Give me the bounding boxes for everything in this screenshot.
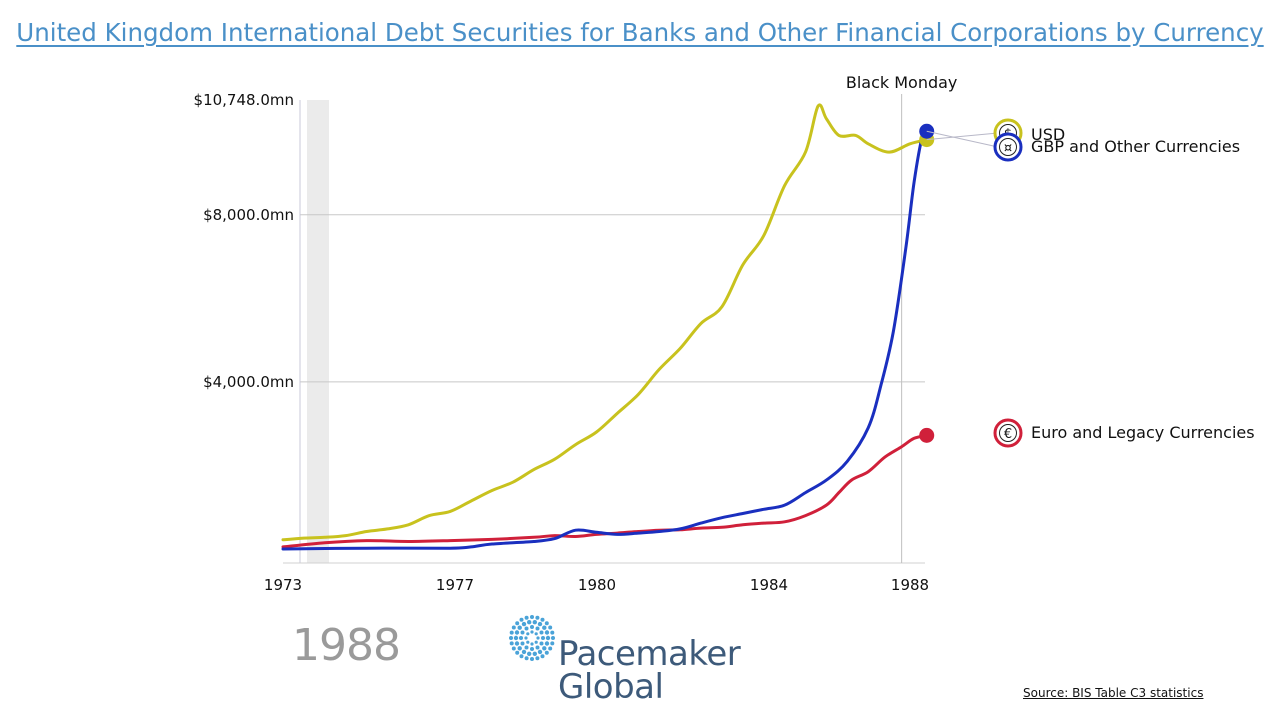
current-year-label: 1988 [292, 620, 401, 671]
logo-dot [509, 636, 513, 640]
logo-dot [535, 656, 540, 661]
currency-icon [993, 132, 1023, 162]
logo-dot [535, 615, 540, 620]
y-tick-label: $10,748.0mn [194, 91, 294, 109]
logo-dot [548, 625, 553, 630]
logo-text: Pacemaker Global [558, 634, 741, 707]
logo-dot [540, 654, 545, 659]
pacemaker-global-logo: Pacemaker Global [506, 610, 766, 710]
logo-dot [544, 621, 549, 626]
euro-icon [993, 418, 1023, 448]
y-tick-label: $8,000.0mn [203, 206, 294, 224]
logo-dot [530, 647, 534, 651]
logo-dot [526, 640, 530, 644]
x-tick-label: 1988 [891, 576, 929, 594]
legend-label-usd: USD [1031, 125, 1065, 144]
logo-dot [530, 657, 534, 661]
logo-dot [544, 650, 549, 655]
y-tick-label: $4,000.0mn [203, 373, 294, 391]
logo-icon [509, 615, 555, 661]
logo-dot [539, 641, 544, 646]
logo-dot [530, 642, 534, 646]
logo-dot [520, 630, 525, 635]
logo-dot [550, 630, 555, 635]
logo-dot [548, 646, 553, 651]
series-line-gbp-and-other-currencies [281, 128, 929, 551]
logo-text-line1: Pacemaker [558, 634, 741, 674]
series-line-usd [281, 103, 929, 542]
x-tick-label: 1984 [750, 576, 788, 594]
logo-dot [514, 630, 520, 635]
euro-icon-inner [999, 424, 1017, 442]
logo-dot [526, 632, 530, 636]
logo-dot [520, 641, 525, 646]
logo-dot [513, 635, 519, 641]
logo-dot [535, 645, 540, 650]
logo-dot [540, 617, 545, 622]
logo-dot [511, 625, 516, 630]
logo-dot [530, 615, 534, 619]
logo-dot [517, 646, 522, 651]
logo-dot [515, 621, 520, 626]
euro-icon-glyph: € [1004, 427, 1012, 442]
logo-dot [509, 641, 514, 646]
logo-dot [517, 625, 522, 630]
logo-text-line2: Global [558, 667, 664, 707]
legend-label-gbp-and-other-currencies: GBP and Other Currencies [1031, 137, 1240, 156]
end-dot-euro-and-legacy-currencies [919, 427, 935, 443]
logo-dot [542, 625, 547, 630]
logo-dot [519, 636, 523, 640]
logo-dot [521, 621, 527, 627]
logo-dot [515, 650, 520, 655]
logo-dot [524, 626, 529, 631]
annotation-label: Black Monday [846, 73, 958, 92]
legend-label-euro-and-legacy-currencies: Euro and Legacy Currencies [1031, 423, 1255, 442]
logo-dot [530, 625, 534, 629]
logo-dot [524, 636, 528, 640]
logo-dot [551, 636, 555, 640]
x-tick-label: 1977 [436, 576, 474, 594]
logo-dot [524, 645, 529, 650]
chart-title[interactable]: United Kingdom International Debt Securi… [16, 18, 1264, 47]
logo-dot [527, 651, 532, 656]
logo-dot [544, 641, 550, 646]
logo-dot [541, 636, 545, 640]
logo-dot [524, 615, 529, 620]
logo-dot [539, 630, 544, 635]
logo-dot [527, 620, 532, 625]
logo-dot [511, 646, 516, 651]
legend-connector [926, 132, 999, 141]
logo-dot [537, 621, 543, 627]
series-line-euro-and-legacy-currencies [281, 433, 929, 549]
logo-dot [534, 632, 538, 636]
currency-icon-glyph: ¤ [1004, 141, 1012, 156]
logo-dot [535, 626, 540, 631]
logo-dot [519, 617, 524, 622]
logo-dot [545, 635, 551, 641]
logo-dot [536, 636, 540, 640]
logo-dot [530, 630, 534, 634]
logo-dot [509, 630, 514, 635]
logo-dot [544, 630, 550, 635]
logo-dot [537, 649, 543, 655]
x-tick-label: 1980 [578, 576, 616, 594]
currency-icon-inner [999, 138, 1017, 156]
x-tick-label: 1973 [264, 576, 302, 594]
legend-connector [926, 130, 999, 148]
source-link[interactable]: Source: BIS Table C3 statistics [1023, 686, 1204, 700]
logo-dot [524, 656, 529, 661]
logo-dot [519, 654, 524, 659]
logo-dot [532, 651, 537, 656]
logo-dot [514, 641, 520, 646]
logo-dot [532, 620, 537, 625]
logo-dot [521, 649, 527, 655]
logo-dot [542, 646, 547, 651]
logo-dot [534, 640, 538, 644]
recession-band [307, 100, 329, 563]
logo-dot [550, 641, 555, 646]
